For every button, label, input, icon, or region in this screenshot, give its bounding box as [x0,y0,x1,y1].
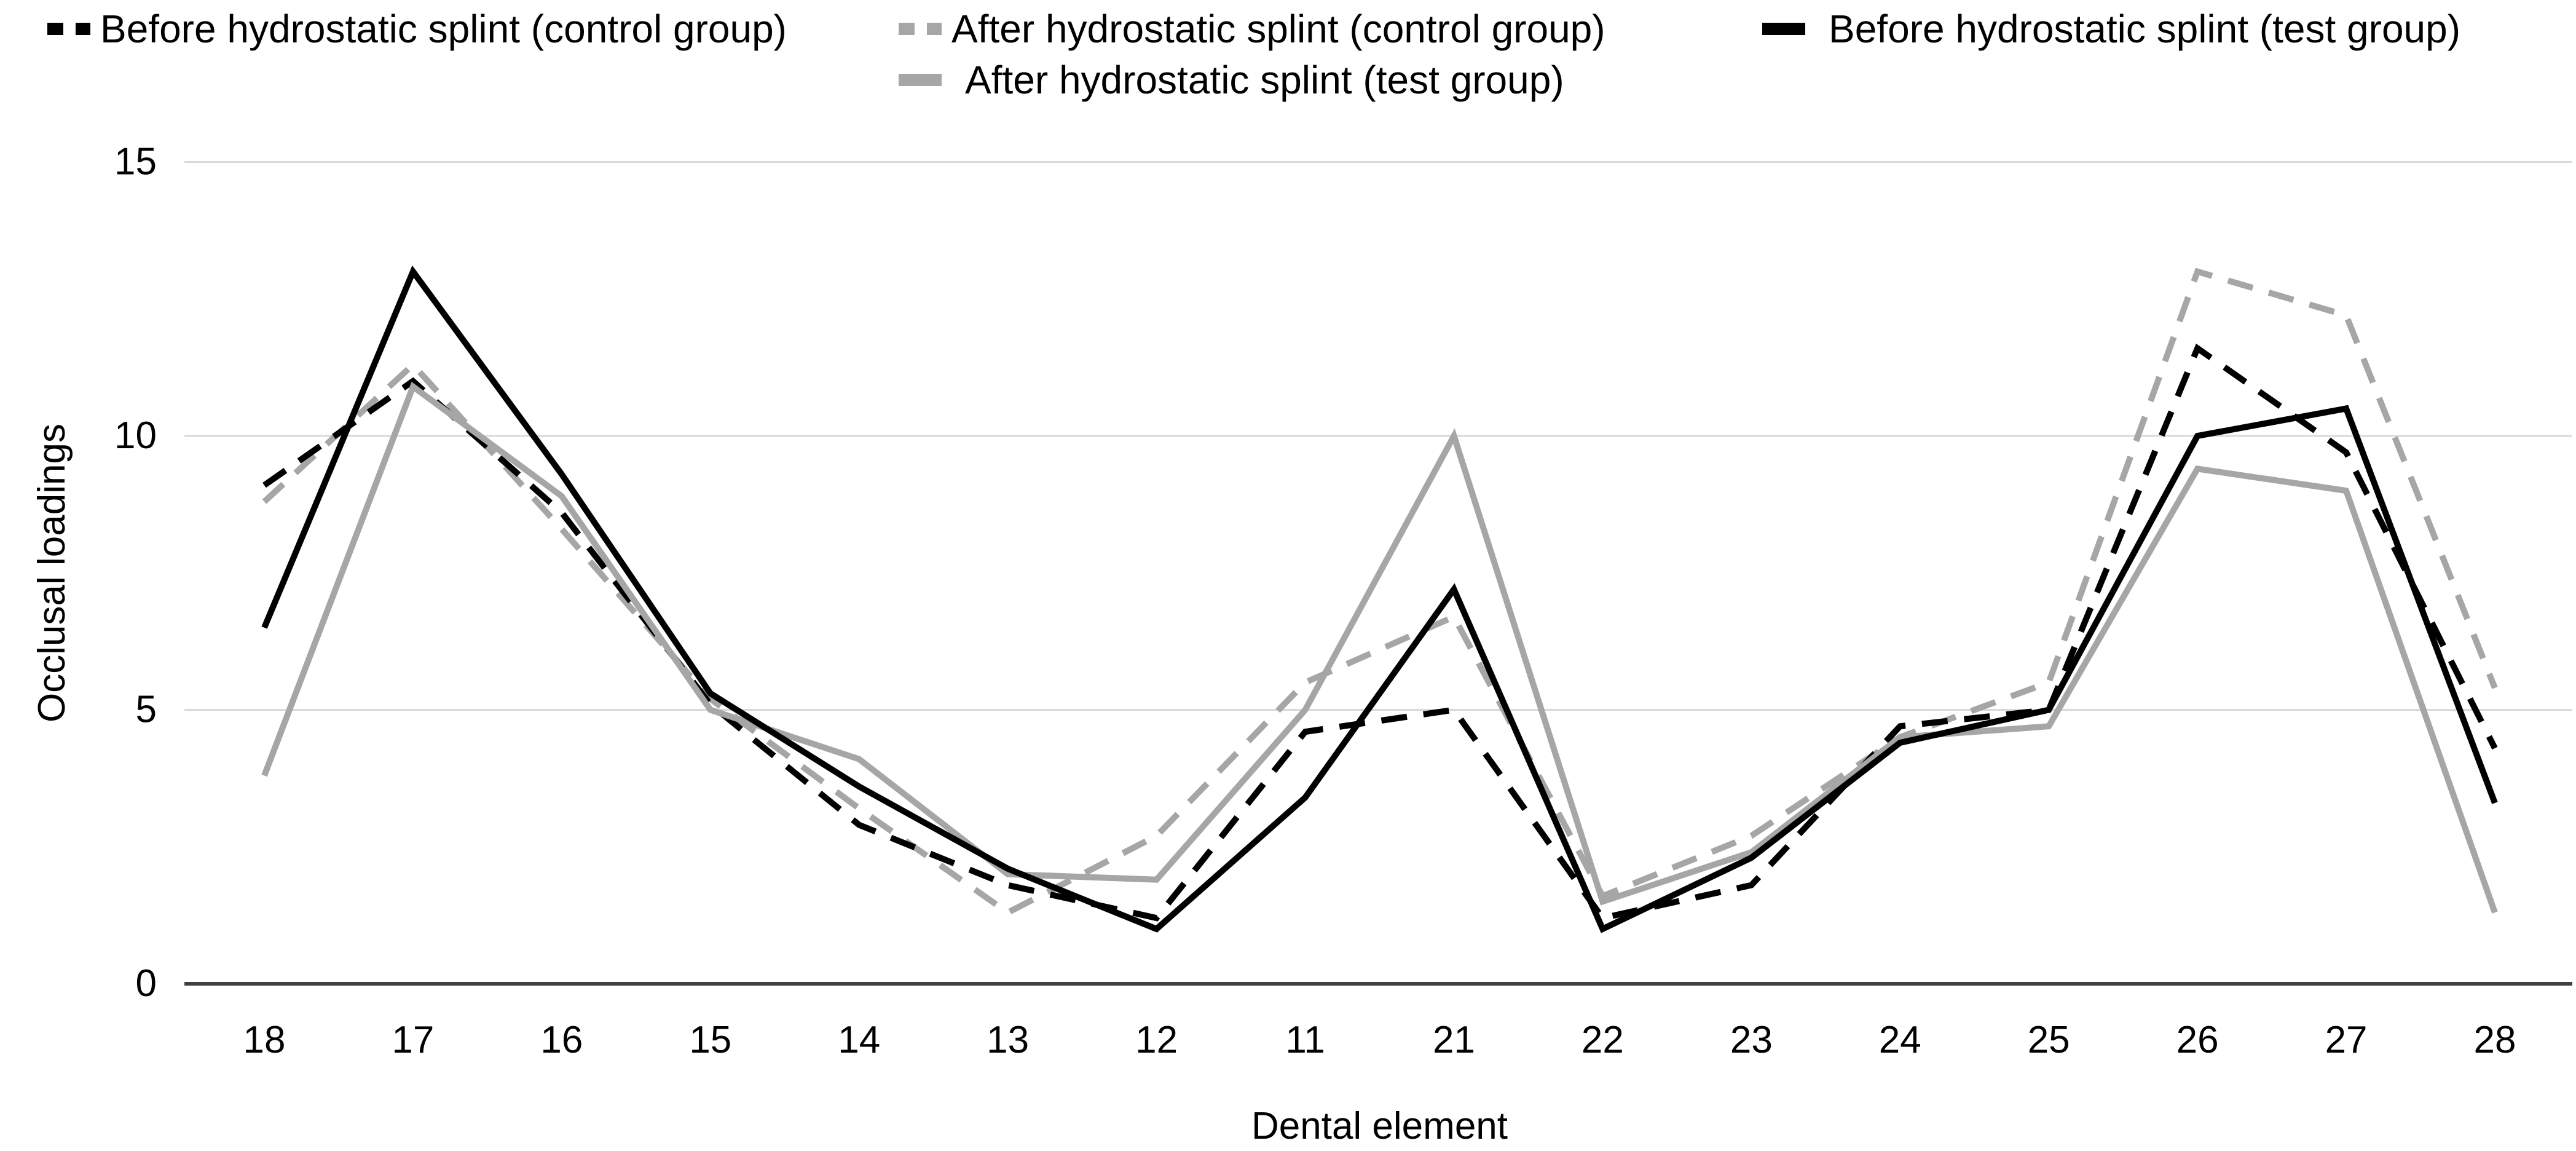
x-tick-label: 17 [392,1019,434,1061]
x-tick-label: 26 [2176,1019,2219,1061]
x-axis-title: Dental element [1251,1105,1508,1147]
x-tick-label: 24 [1879,1019,1921,1061]
x-tick-label: 14 [838,1019,880,1061]
x-tick-label: 23 [1730,1019,1773,1061]
y-tick-label: 0 [136,962,157,1005]
y-axis-title: Occlusal loadings [31,424,73,722]
x-tick-label: 13 [987,1019,1029,1061]
x-tick-label: 16 [540,1019,583,1061]
x-tick-label: 28 [2474,1019,2516,1061]
x-tick-label: 22 [1581,1019,1624,1061]
x-tick-label: 12 [1135,1019,1178,1061]
series-before-test-solid-line [261,265,2498,933]
x-tick-label: 21 [1433,1019,1475,1061]
y-tick-label: 10 [114,414,157,457]
x-tick-label: 11 [1285,1019,1325,1061]
legend-label-series-after-test-solid: After hydrostatic splint (test group) [965,58,1564,102]
y-tick-label: 5 [136,689,157,731]
legend-label-series-before-control-dashed: Before hydrostatic splint (control group… [100,7,787,51]
y-tick-label: 15 [114,141,157,183]
x-tick-label: 18 [243,1019,286,1061]
series-after-test-solid-line [261,381,2498,914]
legend-label-series-before-test-solid: Before hydrostatic splint (test group) [1829,7,2460,51]
x-tick-label: 25 [2028,1019,2070,1061]
series-after-control-dashed-line [262,267,2498,916]
legend-label-series-after-control-dashed: After hydrostatic splint (control group) [951,7,1605,51]
series-before-control-dashed-line [262,343,2498,922]
x-tick-label: 15 [689,1019,731,1061]
x-tick-label: 27 [2325,1019,2368,1061]
